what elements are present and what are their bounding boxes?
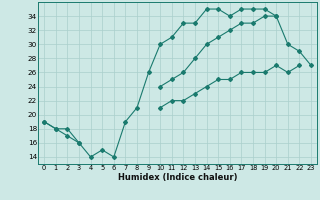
- X-axis label: Humidex (Indice chaleur): Humidex (Indice chaleur): [118, 173, 237, 182]
